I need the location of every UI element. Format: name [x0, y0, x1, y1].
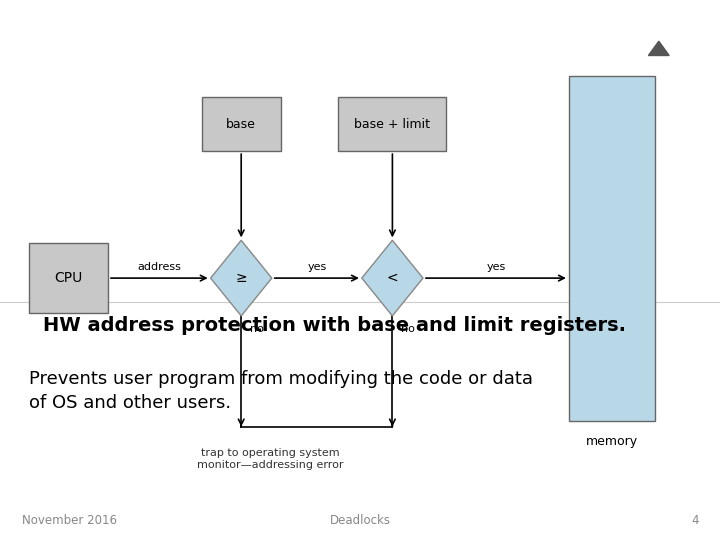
Text: ≥: ≥ — [235, 271, 247, 285]
Text: no: no — [250, 324, 264, 334]
Text: HW address protection with base and limit registers.: HW address protection with base and limi… — [43, 316, 626, 335]
Text: 4: 4 — [691, 514, 698, 526]
Text: Deadlocks: Deadlocks — [330, 514, 390, 526]
FancyBboxPatch shape — [569, 76, 655, 421]
Text: trap to operating system
monitor—addressing error: trap to operating system monitor—address… — [197, 448, 343, 470]
Text: memory: memory — [586, 435, 638, 448]
FancyBboxPatch shape — [338, 97, 446, 151]
Text: November 2016: November 2016 — [22, 514, 117, 526]
Polygon shape — [211, 240, 272, 316]
Text: yes: yes — [307, 261, 326, 272]
FancyBboxPatch shape — [202, 97, 281, 151]
Polygon shape — [649, 41, 669, 56]
FancyBboxPatch shape — [29, 243, 108, 313]
Text: Prevents user program from modifying the code or data
of OS and other users.: Prevents user program from modifying the… — [29, 370, 533, 411]
Polygon shape — [362, 240, 423, 316]
Text: CPU: CPU — [54, 271, 83, 285]
Text: no: no — [401, 324, 415, 334]
Text: <: < — [387, 271, 398, 285]
Text: base: base — [226, 118, 256, 131]
Text: yes: yes — [486, 261, 505, 272]
FancyBboxPatch shape — [624, 52, 693, 60]
Text: address: address — [138, 261, 181, 272]
Polygon shape — [629, 18, 689, 56]
Text: base + limit: base + limit — [354, 118, 431, 131]
